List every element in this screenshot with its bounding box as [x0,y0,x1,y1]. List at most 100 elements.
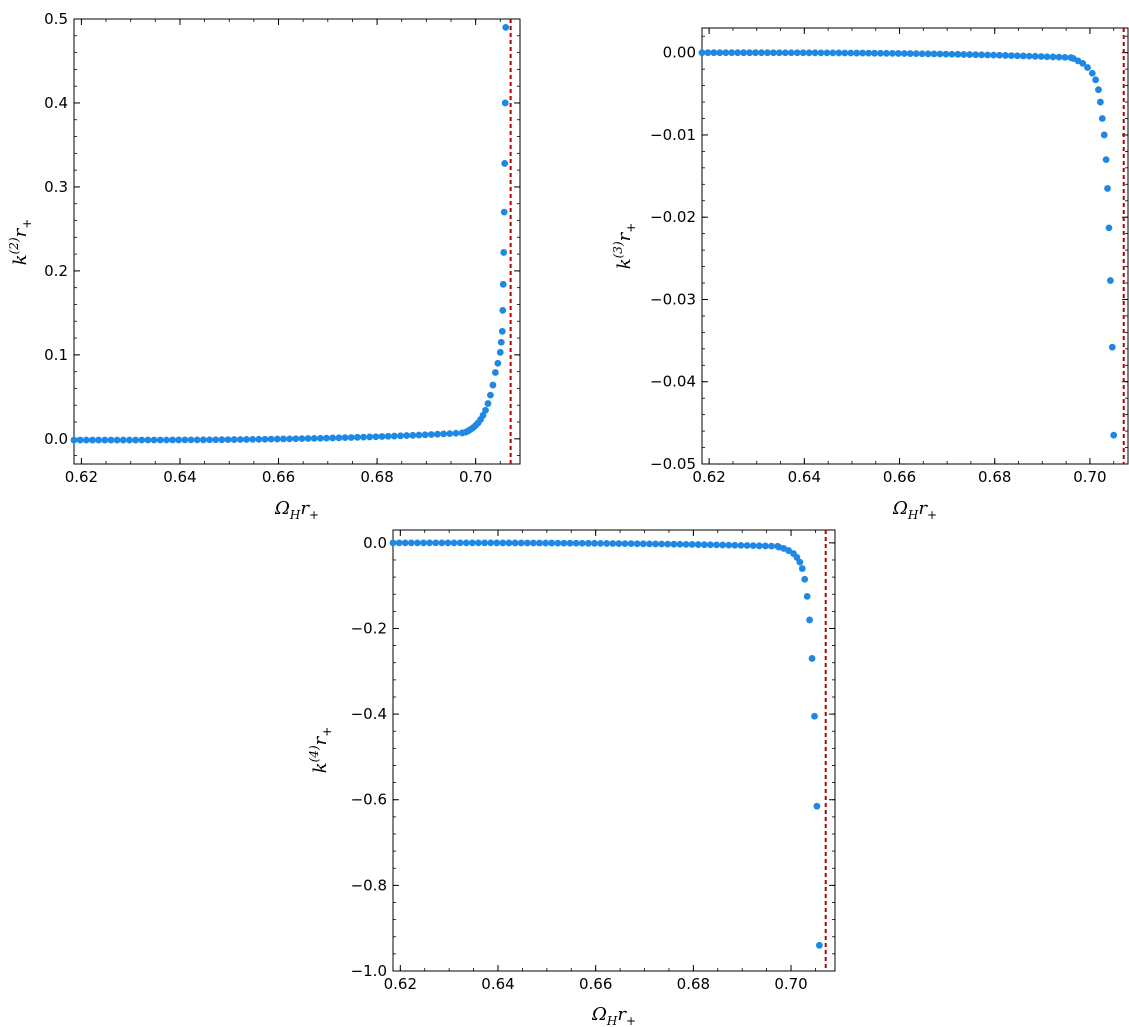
data-point [517,539,525,547]
data-point [1098,115,1106,122]
data-point [737,541,745,549]
x-axis-label: ΩHr+ [274,498,319,522]
data-point [948,50,956,58]
data-point [1049,53,1057,61]
x-tick-label: 0.62 [65,468,98,486]
data-point [499,306,507,314]
data-point [1043,53,1051,61]
data-point [584,539,592,547]
data-point [752,49,759,57]
data-point [646,540,653,548]
data-point [462,539,470,547]
x-axis-label-main: Ω [591,1004,607,1025]
data-point [621,540,629,547]
x-tick-label: 0.64 [481,975,514,993]
data-point [769,49,777,57]
y-tick-label: −0.03 [650,290,696,308]
y-axis-label-tail: r [614,231,635,241]
y-axis-label-main: k [10,254,31,265]
data-point [440,430,448,438]
x-axis-label-tail: r [617,1004,627,1025]
y-axis-label-tail: r [10,227,31,237]
data-point [815,941,823,949]
data-point [1007,52,1015,59]
x-tick-label: 0.62 [692,468,725,486]
data-point [530,539,537,547]
x-tick-label: 0.66 [883,468,916,486]
data-point [487,391,494,399]
data-point [156,436,164,444]
data-point [859,49,867,57]
data-point [70,436,78,444]
x-tick-label: 0.68 [978,468,1011,486]
data-point [484,400,492,407]
x-axis-label-sub: H [907,508,919,522]
data-point [119,436,127,444]
x-axis-label-tail: r [300,498,310,519]
data-point [132,436,140,444]
x-tick-label: 0.66 [262,468,295,486]
data-point [829,49,837,57]
data-point [713,541,720,549]
data-point [493,539,501,547]
data-point [954,50,962,58]
data-point [704,49,712,57]
data-point [566,539,574,547]
data-point [298,435,306,443]
data-point [627,540,635,548]
data-point [762,542,769,550]
y-axis-label-sup: (4) [307,745,321,762]
data-point [193,436,201,444]
data-point [972,51,980,59]
data-point [144,436,152,444]
data-point [758,49,765,57]
data-point [500,249,508,256]
data-point [1104,185,1111,192]
x-tick-label: 0.70 [459,468,492,486]
data-point [500,208,508,216]
data-point [670,540,678,548]
data-point [224,436,232,444]
data-point [894,50,902,57]
data-point [378,433,386,440]
x-tick-label: 0.70 [774,975,807,993]
data-point [764,49,771,57]
data-point [475,539,482,547]
data-point [304,435,312,442]
data-point [698,49,706,57]
data-point [101,436,109,444]
data-point [389,539,397,547]
data-point [76,436,84,444]
data-point [82,436,90,444]
data-point [799,49,807,57]
data-point [479,411,487,419]
data-point [497,338,505,346]
data-point [811,49,819,57]
data-point [578,539,586,547]
x-tick-label: 0.62 [384,975,417,993]
data-point [487,539,495,547]
data-point [481,539,488,547]
x-axis-label-main: Ω [892,498,908,519]
chart-panel-2: 0.62 0.64 0.66 0.68 0.70 0.00 −0.01 −0.02 −0.03 −… [611,27,1129,522]
x-tick-label: 0.68 [360,468,393,486]
data-point [1095,86,1102,94]
data-point [489,381,497,389]
y-tick-label: −0.01 [650,126,696,144]
data-point [554,539,562,547]
data-point [255,435,263,443]
data-point [1025,52,1033,60]
data-point [700,541,708,549]
y-tick-label: −0.4 [351,705,387,723]
data-point [749,542,757,550]
data-point [633,540,641,548]
data-point [731,541,739,549]
data-point [930,50,938,58]
x-axis-label-tail-sub: + [309,508,319,522]
data-point [572,539,580,547]
data-point [639,540,647,548]
y-tick-label: −1.0 [351,962,387,980]
data-point [397,432,404,440]
data-point [482,406,489,414]
